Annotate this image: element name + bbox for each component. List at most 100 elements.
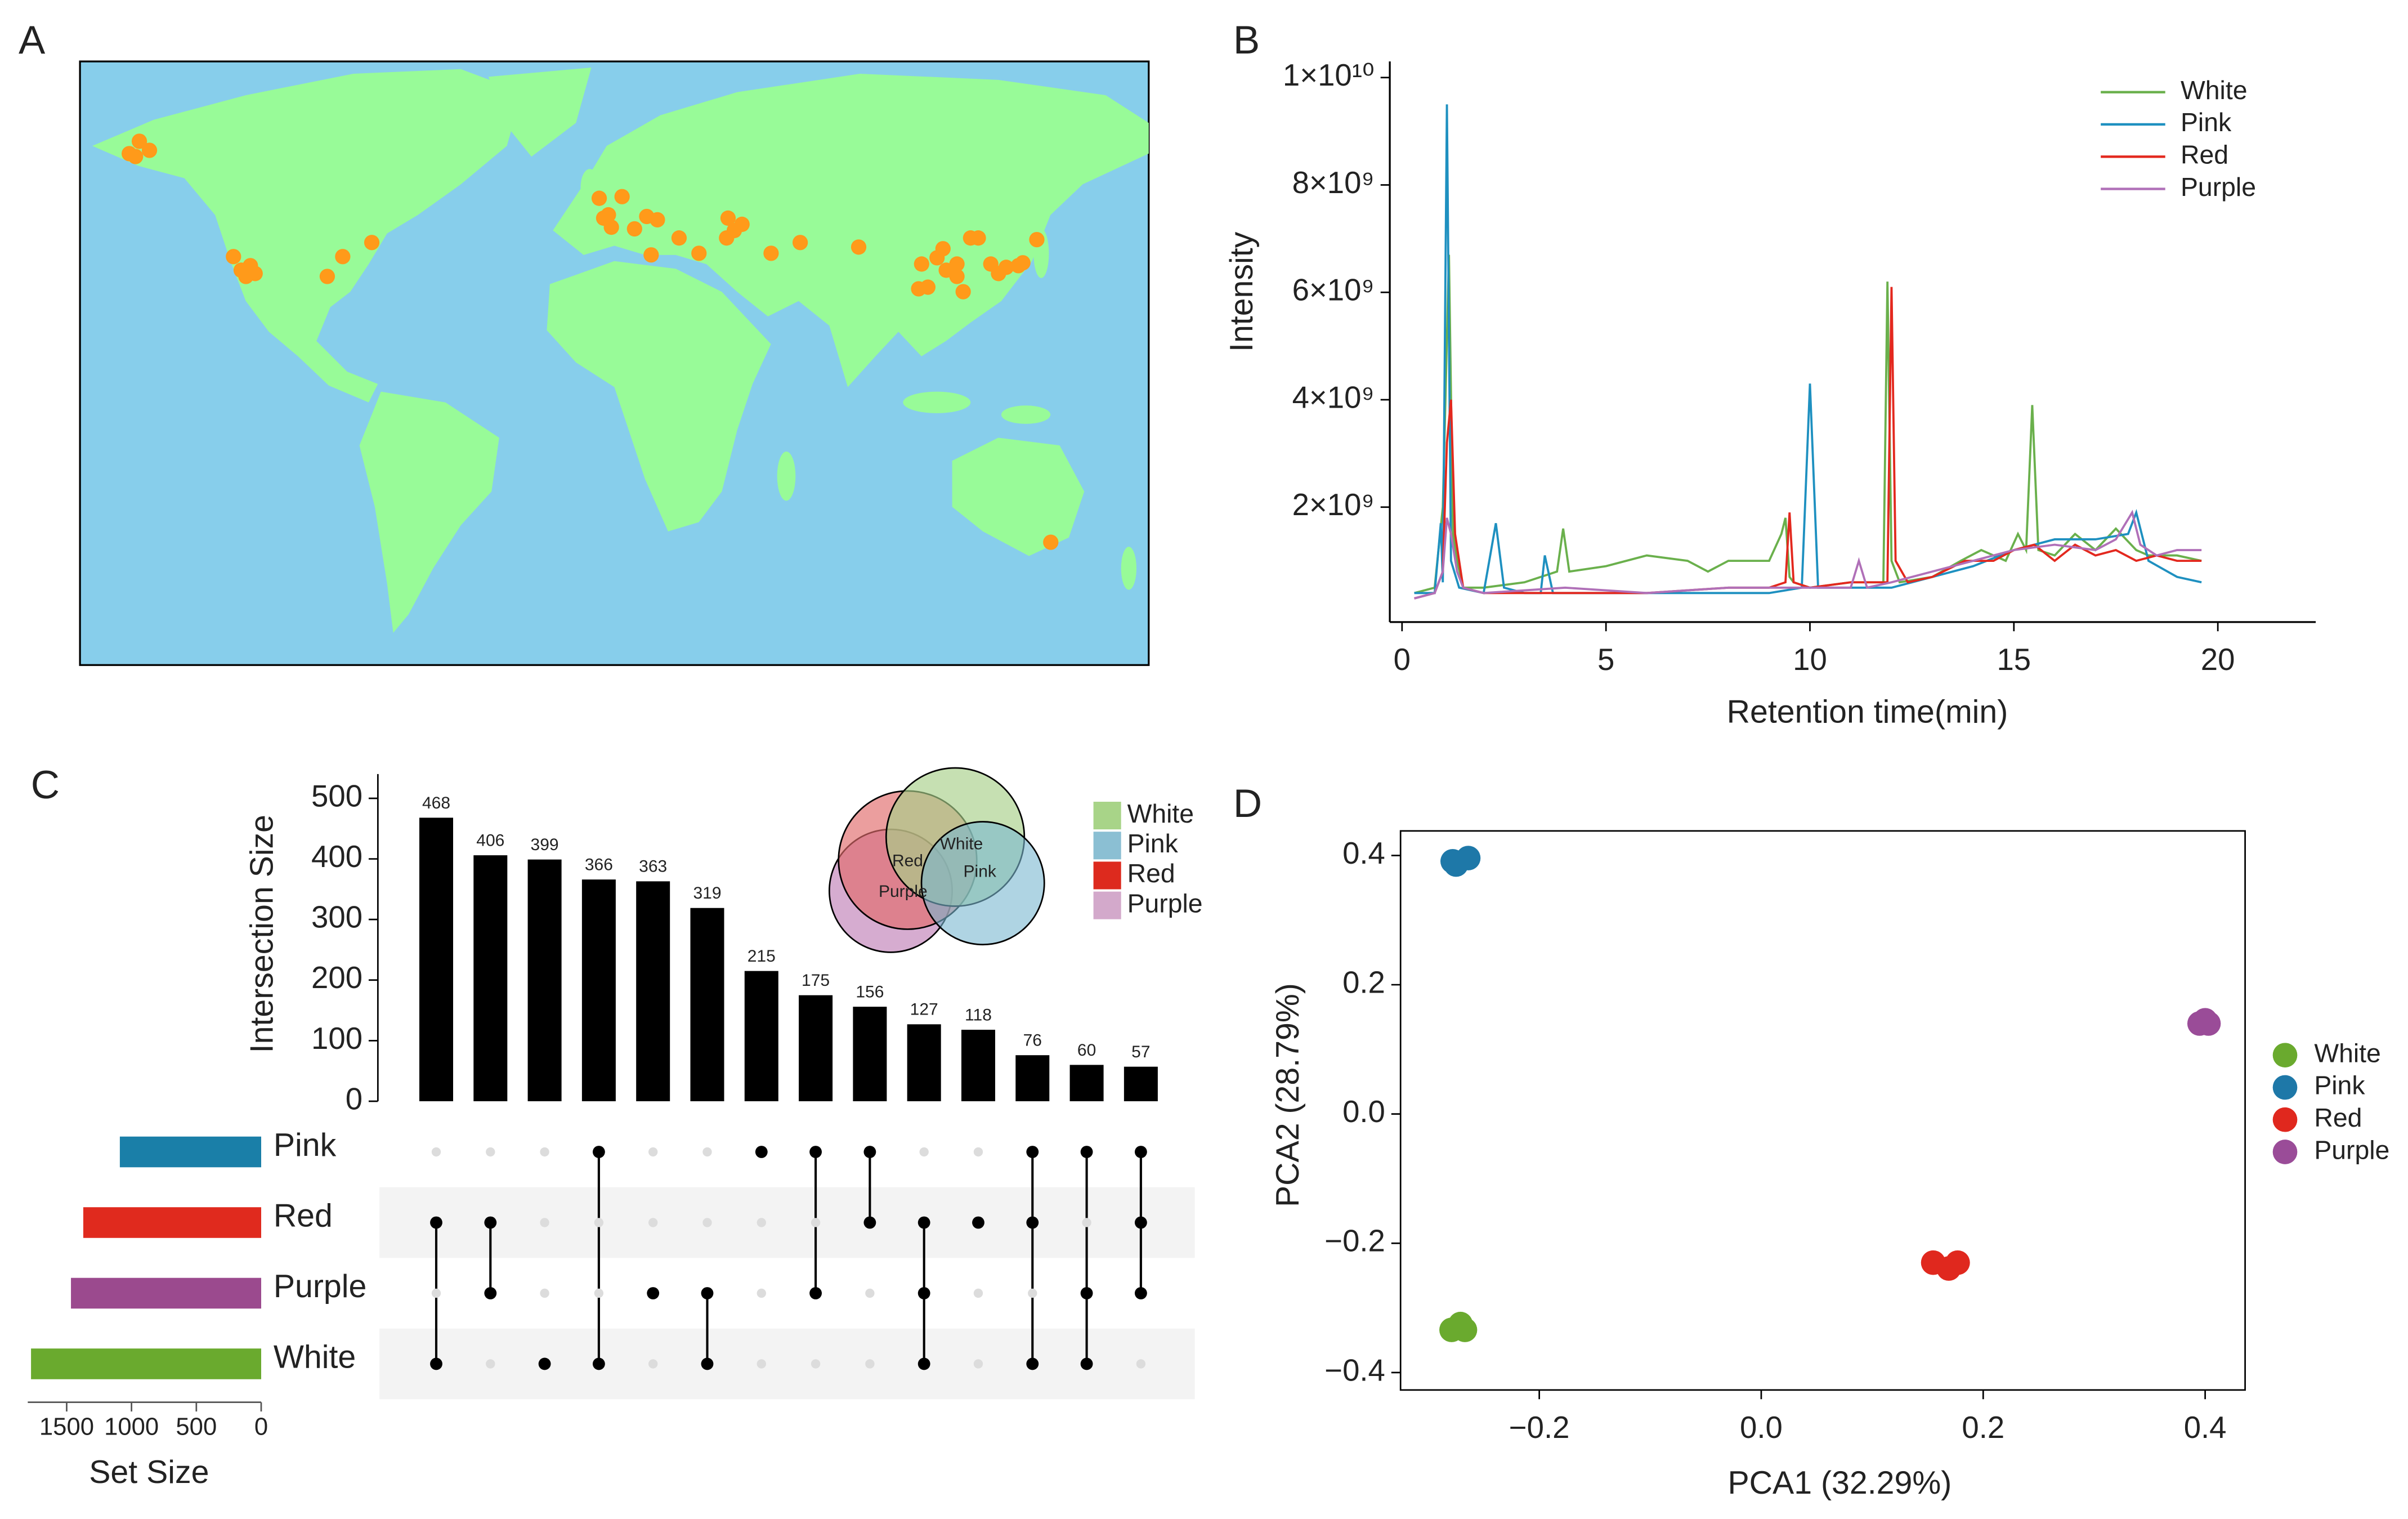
matrix-dot bbox=[592, 1357, 605, 1370]
set-size-bar bbox=[83, 1207, 262, 1238]
site-point bbox=[955, 284, 971, 300]
pca-point bbox=[1440, 848, 1465, 874]
matrix-dot bbox=[701, 1357, 714, 1370]
intersection-bar bbox=[1015, 1055, 1050, 1101]
site-point bbox=[691, 245, 707, 261]
matrix-dot bbox=[540, 1288, 549, 1298]
y-tick-label: 1×10¹⁰ bbox=[1283, 58, 1375, 92]
panel-letter: C bbox=[31, 763, 60, 807]
venn-label: Red bbox=[892, 851, 923, 870]
legend-label: Red bbox=[1127, 859, 1175, 888]
legend-label: Purple bbox=[2314, 1135, 2389, 1164]
indonesia bbox=[903, 391, 971, 413]
panel-letter: B bbox=[1233, 18, 1260, 62]
x-tick-label: 0 bbox=[1394, 642, 1411, 677]
venn-label: Pink bbox=[964, 862, 997, 881]
pca-point bbox=[1945, 1250, 1970, 1275]
x-tick-label: 0 bbox=[254, 1413, 268, 1441]
north-america bbox=[92, 69, 522, 403]
matrix-dot bbox=[1082, 1218, 1091, 1227]
matrix-dot bbox=[431, 1288, 441, 1298]
intersection-bar bbox=[1124, 1066, 1158, 1101]
matrix-dot bbox=[540, 1147, 549, 1157]
site-point bbox=[970, 230, 986, 246]
chromatogram-line bbox=[1414, 287, 2202, 600]
matrix-dot bbox=[757, 1359, 766, 1369]
site-point bbox=[949, 256, 965, 272]
site-point bbox=[603, 219, 619, 235]
chromatogram-line bbox=[1414, 510, 2202, 600]
matrix-dot bbox=[1136, 1359, 1146, 1369]
venn-label: White bbox=[940, 834, 983, 853]
new-zealand bbox=[1121, 547, 1136, 590]
site-point bbox=[935, 241, 951, 257]
matrix-dot bbox=[702, 1218, 712, 1227]
matrix-dot bbox=[811, 1359, 821, 1369]
bar-value-label: 60 bbox=[1077, 1041, 1096, 1060]
x-tick-label: −0.2 bbox=[1509, 1410, 1570, 1445]
legend-swatch bbox=[1093, 832, 1121, 860]
x-tick-label: 0.4 bbox=[2184, 1410, 2227, 1445]
legend-label: White bbox=[2314, 1038, 2381, 1067]
y-tick-label: 0.2 bbox=[1342, 965, 1385, 999]
greenland bbox=[488, 68, 592, 157]
y-tick-label: 300 bbox=[311, 900, 362, 935]
matrix-dot bbox=[1080, 1146, 1093, 1158]
matrix-dot bbox=[973, 1288, 983, 1298]
matrix-dot bbox=[702, 1147, 712, 1157]
matrix-dot bbox=[973, 1147, 983, 1157]
matrix-dot bbox=[486, 1147, 495, 1157]
site-point bbox=[720, 210, 736, 226]
y-tick-label: 6×10⁹ bbox=[1292, 273, 1375, 307]
site-point bbox=[1015, 255, 1031, 271]
x-tick-label: 0.2 bbox=[1962, 1410, 2004, 1445]
y-tick-label: 0.4 bbox=[1342, 836, 1385, 870]
matrix-dot bbox=[1080, 1287, 1093, 1299]
site-point bbox=[851, 239, 867, 255]
site-point bbox=[131, 133, 147, 149]
intersection-bar bbox=[419, 817, 454, 1101]
x-axis-label: PCA1 (32.29%) bbox=[1727, 1465, 1952, 1501]
panel-letter: A bbox=[19, 18, 46, 62]
site-point bbox=[792, 235, 808, 251]
site-point bbox=[734, 216, 750, 233]
bar-value-label: 363 bbox=[639, 857, 667, 876]
x-tick-label: 1000 bbox=[104, 1413, 159, 1441]
intersection-bar bbox=[473, 855, 508, 1101]
y-tick-label: 2×10⁹ bbox=[1292, 488, 1375, 522]
matrix-dot bbox=[430, 1216, 442, 1229]
y-tick-label: 0 bbox=[346, 1082, 362, 1116]
bar-value-label: 468 bbox=[422, 794, 450, 812]
y-tick-label: 400 bbox=[311, 839, 362, 874]
y-tick-label: −0.4 bbox=[1324, 1353, 1385, 1387]
site-point bbox=[128, 149, 144, 164]
chromatogram-line bbox=[1414, 104, 2202, 595]
matrix-dot bbox=[917, 1216, 930, 1229]
site-point bbox=[335, 249, 351, 265]
legend-marker bbox=[2272, 1075, 2298, 1100]
matrix-dot bbox=[917, 1287, 930, 1299]
matrix-dot bbox=[1134, 1216, 1147, 1229]
venn-label: Purple bbox=[879, 882, 928, 901]
matrix-dot bbox=[594, 1288, 604, 1298]
panel-letter: D bbox=[1233, 781, 1262, 826]
matrix-stripe bbox=[379, 1187, 1195, 1258]
intersection-bar bbox=[636, 881, 670, 1101]
matrix-dot bbox=[647, 1287, 660, 1299]
matrix-dot bbox=[1134, 1287, 1147, 1299]
matrix-dot bbox=[809, 1146, 822, 1158]
bar-value-label: 156 bbox=[856, 982, 884, 1001]
matrix-dot bbox=[757, 1288, 766, 1298]
x-tick-label: 15 bbox=[1997, 642, 2031, 677]
matrix-dot bbox=[1026, 1357, 1039, 1370]
legend-marker bbox=[2272, 1140, 2298, 1164]
world-map bbox=[79, 60, 1150, 666]
y-tick-label: −0.2 bbox=[1324, 1224, 1385, 1258]
x-tick-label: 20 bbox=[2201, 642, 2235, 677]
legend-marker bbox=[2272, 1107, 2298, 1132]
site-point bbox=[226, 249, 241, 265]
matrix-dot bbox=[648, 1147, 658, 1157]
intersection-bar bbox=[581, 879, 616, 1101]
y-tick-label: 500 bbox=[311, 779, 362, 813]
venn-diagram bbox=[829, 767, 1045, 953]
